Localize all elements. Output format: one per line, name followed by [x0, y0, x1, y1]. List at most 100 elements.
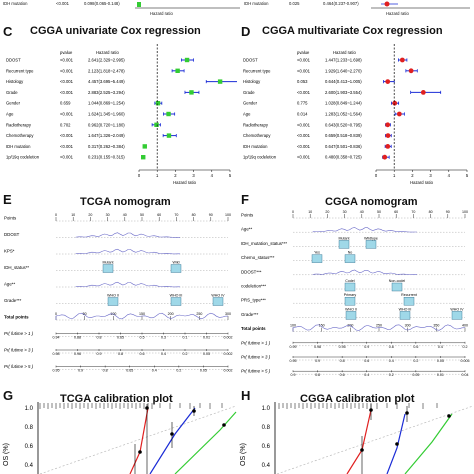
e-axis-tick-label: 60 [157, 213, 161, 217]
f-scale-tick-label: 0.2 [413, 359, 418, 363]
c-row-label: Recurrent type [6, 68, 34, 73]
c-estimate-marker [189, 90, 194, 95]
f-scale-tick-label: 0.4 [438, 345, 443, 349]
f-scale-tick-label: 0.95 [290, 359, 297, 363]
f-row-label: PRS_type*** [241, 298, 266, 303]
e-row-label: IDH_status** [4, 265, 29, 270]
f-level-box [344, 254, 356, 263]
c-row-pvalue: 0.659 [60, 101, 71, 106]
f-scale-tick-label: 0.99 [290, 345, 297, 349]
f-variable-density [312, 269, 417, 276]
e-level-label: WHO III [170, 294, 183, 298]
e-level-box [212, 297, 224, 306]
f-level-label: Wildtype [364, 236, 378, 240]
e-scale-tick-label: 0.4 [161, 352, 166, 356]
e-scale-tick-label: 0.3 [161, 336, 166, 340]
e-axis-tick-label: 150 [139, 312, 145, 316]
f-row-label: Pr( futime > 5 ) [241, 369, 271, 374]
f-variable-density [312, 227, 417, 233]
c-tick-label: 0 [138, 173, 141, 178]
c-estimate-marker [155, 101, 161, 106]
e-axis-tick-label: 300 [225, 312, 231, 316]
f-total-density [292, 324, 466, 332]
d-row-pvalue: 0.014 [297, 112, 308, 117]
e-scale-tick-label: 0.88 [74, 336, 81, 340]
top-right-axis-label: Hazard ratio [386, 11, 409, 16]
c-tick-label: 3 [192, 173, 195, 178]
f-scale-tick-label: 0.8 [315, 373, 320, 377]
e-row-label: DDOST [4, 232, 20, 237]
g-ytick-1: 0.8 [25, 425, 34, 431]
c-row-hr: 2.123(1.818~2.478) [88, 68, 125, 73]
e-row-label: Pr( futime > 3 ) [4, 348, 34, 353]
h-ideal-line [276, 405, 474, 474]
e-scale-tick-label: 0.2 [176, 369, 181, 373]
f-row-label: Grade*** [241, 312, 259, 317]
panel-e-title: TCGA nomogram [80, 196, 171, 208]
panel-g-letter: G [3, 388, 14, 403]
e-axis-tick-label: 30 [106, 213, 110, 217]
c-row-pvalue: <0.001 [60, 133, 74, 138]
c-row-pvalue: 0.702 [60, 122, 71, 127]
h-point-4 [405, 411, 409, 415]
e-scale-tick-label: 0.002 [224, 369, 233, 373]
c-row-label: Age [6, 112, 14, 117]
e-level-label: Wild [173, 261, 180, 265]
f-scale-tick-label: 0.9 [291, 373, 296, 377]
d-row-label: Radiotherapy [243, 122, 269, 127]
f-scale-tick-label: 0.4 [364, 373, 369, 377]
f-row-label: Total points [241, 326, 266, 331]
f-axis-tick-label: 250 [376, 324, 382, 328]
e-scale-tick-label: 0.6 [140, 352, 145, 356]
e-total-density [55, 312, 229, 320]
f-row-label: Pr( futime > 3 ) [241, 355, 271, 360]
f-level-box [399, 311, 411, 320]
f-level-box [365, 240, 377, 249]
d-row-pvalue: <0.001 [297, 122, 311, 127]
d-row-hr: 0.480(0.358~0.725) [325, 155, 362, 160]
e-scale-tick-label: 0.2 [183, 352, 188, 356]
h-ytick-0: 1.0 [262, 406, 271, 412]
f-level-label: WHO III [399, 307, 412, 311]
panel-h-title: CGGA calibration plot [300, 393, 415, 405]
h-point-5 [447, 414, 451, 418]
d-row-pvalue: <0.001 [297, 155, 311, 160]
e-axis-tick-label: 40 [123, 213, 127, 217]
panel-h-letter: H [241, 388, 251, 403]
e-axis-tick-label: 0 [55, 213, 57, 217]
c-row-pvalue: <0.001 [60, 155, 74, 160]
f-axis-tick-label: 60 [394, 210, 398, 214]
e-axis-tick-label: 100 [225, 213, 231, 217]
d-col-hr: Hazard ratio [333, 50, 356, 55]
d-row-hr: 2.600(1.903~3.554) [325, 90, 362, 95]
f-level-label: Non-codel [389, 279, 406, 283]
f-level-box [391, 282, 403, 292]
e-scale-tick-label: 0.5 [140, 336, 145, 340]
e-scale-tick-label: 0.8 [97, 336, 102, 340]
g-rug [39, 403, 223, 409]
e-row-label: Pr( futime > 1 ) [4, 331, 34, 336]
e-level-label: WHO IV [211, 294, 225, 298]
f-axis-tick-label: 100 [290, 324, 296, 328]
e-scale-tick-label: 0.05 [200, 369, 207, 373]
f-axis-tick-label: 40 [360, 210, 364, 214]
f-axis-tick-label: 70 [411, 210, 415, 214]
c-row-hr: 1.647(1.326~2.049) [88, 133, 125, 138]
d-row-hr: 1.447(1.233~1.698) [325, 58, 362, 63]
d-row-hr: 0.659(0.518~0.839) [325, 133, 362, 138]
c-row-label: Gender [6, 101, 21, 106]
h-ylabel: OS (%) [240, 443, 247, 466]
d-row-label: Chemotherapy [243, 133, 271, 138]
c-row-hr: 1.044(0.869~1.254) [88, 101, 125, 106]
g-ideal-line [39, 405, 237, 474]
f-scale-tick-label: 0.01 [437, 373, 444, 377]
f-scale-tick-label: 0.2 [463, 345, 468, 349]
e-scale-tick-label: 0.05 [203, 352, 210, 356]
e-row-label: KPS* [4, 249, 15, 254]
c-row-pvalue: <0.001 [60, 58, 74, 63]
d-row-label: 1p/19q codeletion [243, 155, 277, 160]
f-level-label: WHO IV [450, 307, 464, 311]
f-axis-tick-label: 30 [343, 210, 347, 214]
f-level-label: Mutant [339, 236, 350, 240]
d-row-hr: 1.283(1.052~1.564) [325, 112, 362, 117]
